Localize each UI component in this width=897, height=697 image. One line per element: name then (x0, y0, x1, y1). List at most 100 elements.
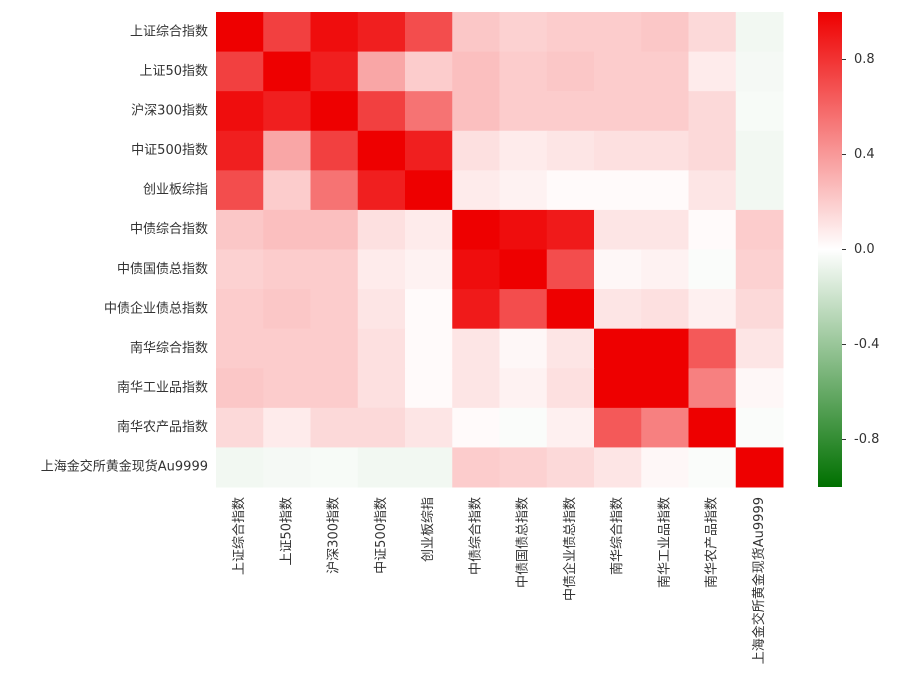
heatmap-cell (263, 447, 311, 488)
heatmap-cell (594, 170, 642, 211)
heatmap-cell (641, 328, 689, 369)
heatmap-cell (452, 289, 500, 330)
heatmap-cell (216, 170, 264, 211)
heatmap-cell (594, 407, 642, 448)
heatmap-cell (357, 91, 406, 132)
heatmap-cell (216, 289, 264, 330)
x-tick-label: 中证500指数 (374, 497, 389, 574)
y-tick-label: 中债国债总指数 (117, 262, 208, 277)
x-tick-label: 南华综合指数 (609, 497, 625, 575)
heatmap-cell (357, 289, 406, 330)
heatmap-cell (688, 289, 737, 330)
heatmap-cell (452, 91, 500, 132)
heatmap-cell (499, 209, 548, 250)
heatmap-cell (499, 447, 548, 488)
colorbar-tick-label: -0.8 (854, 432, 879, 447)
heatmap-cell (263, 368, 311, 409)
heatmap-cell (310, 209, 359, 250)
heatmap-cell (546, 289, 595, 330)
heatmap-cell (357, 249, 406, 290)
heatmap-cell (357, 328, 406, 369)
heatmap-cell (735, 328, 784, 369)
heatmap-cell (405, 368, 453, 409)
heatmap-cell (452, 407, 500, 448)
heatmap-cell (641, 170, 689, 211)
heatmap-cell (735, 368, 784, 409)
heatmap-cell (405, 170, 453, 211)
heatmap-cell (310, 328, 359, 369)
y-tick-label: 中证500指数 (131, 143, 208, 158)
heatmap-cell (452, 51, 500, 92)
heatmap-cell (594, 447, 642, 488)
heatmap-cell (641, 249, 689, 290)
heatmap-cell (357, 12, 406, 53)
heatmap-cell (357, 447, 406, 488)
heatmap-cell (499, 249, 548, 290)
heatmap-cell (405, 130, 453, 171)
x-tick-label: 南华工业品指数 (656, 497, 672, 588)
y-tick-label: 中债综合指数 (130, 222, 208, 237)
x-tick-label: 创业板综指 (421, 497, 436, 562)
heatmap-cell (310, 447, 359, 488)
heatmap-cell (452, 447, 500, 488)
heatmap-cell (216, 368, 264, 409)
heatmap-cell (310, 368, 359, 409)
heatmap-cell (405, 12, 453, 53)
heatmap-cell (546, 368, 595, 409)
heatmap-cell (594, 12, 642, 53)
heatmap-cell (452, 209, 500, 250)
x-tick-label: 上证综合指数 (232, 497, 247, 575)
heatmap-cell (216, 209, 264, 250)
heatmap-cell (357, 130, 406, 171)
heatmap-cell (688, 209, 737, 250)
heatmap-cell (405, 209, 453, 250)
heatmap-cell (546, 407, 595, 448)
heatmap-cell (641, 447, 689, 488)
heatmap-cell (263, 130, 311, 171)
heatmap-cell (499, 407, 548, 448)
heatmap-cell (405, 447, 453, 488)
heatmap-cell (216, 328, 264, 369)
heatmap-cell (263, 91, 311, 132)
heatmap-cell (688, 12, 737, 53)
heatmap-cell (310, 51, 359, 92)
heatmap-cell (546, 170, 595, 211)
heatmap-cell (310, 12, 359, 53)
heatmap-cell (499, 91, 548, 132)
y-tick-label: 南华工业品指数 (117, 380, 208, 396)
heatmap-cell (452, 368, 500, 409)
heatmap-cell (216, 407, 264, 448)
heatmap-cell (641, 130, 689, 171)
colorbar-tick-label: -0.4 (854, 337, 879, 352)
heatmap-cell (735, 91, 784, 132)
heatmap-cell (357, 407, 406, 448)
x-tick-label: 沪深300指数 (326, 497, 342, 574)
y-tick-label: 上证50指数 (139, 64, 208, 79)
heatmap-cell (263, 209, 311, 250)
heatmap-cell (405, 328, 453, 369)
heatmap-cell (263, 170, 311, 211)
heatmap-cell (310, 170, 359, 211)
heatmap-cell (735, 249, 784, 290)
y-tick-label: 上证综合指数 (130, 24, 208, 39)
heatmap-cell (688, 447, 737, 488)
heatmap-cell (735, 447, 784, 488)
heatmap-cell (641, 368, 689, 409)
heatmap-cell (594, 328, 642, 369)
heatmap-cell (735, 51, 784, 92)
heatmap-cell (310, 91, 359, 132)
heatmap-cell (499, 289, 548, 330)
y-tick-label: 沪深300指数 (131, 102, 208, 118)
heatmap-cell (641, 51, 689, 92)
heatmap-cell (357, 51, 406, 92)
heatmap-cell (594, 91, 642, 132)
heatmap-cell (641, 407, 689, 448)
heatmap-cell (641, 289, 689, 330)
heatmap-cell (263, 51, 311, 92)
heatmap-cell (546, 130, 595, 171)
heatmap-cell (263, 249, 311, 290)
heatmap-cell (688, 368, 737, 409)
heatmap-cell (546, 91, 595, 132)
heatmap-cell (263, 289, 311, 330)
